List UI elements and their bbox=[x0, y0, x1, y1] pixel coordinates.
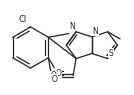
Text: S: S bbox=[109, 49, 113, 58]
Text: N: N bbox=[69, 22, 75, 31]
Text: N: N bbox=[93, 27, 98, 36]
Text: O: O bbox=[55, 69, 61, 78]
Text: Cl: Cl bbox=[18, 15, 27, 24]
Text: O: O bbox=[52, 75, 58, 84]
Text: O: O bbox=[51, 71, 57, 80]
Text: Cl: Cl bbox=[19, 14, 26, 23]
